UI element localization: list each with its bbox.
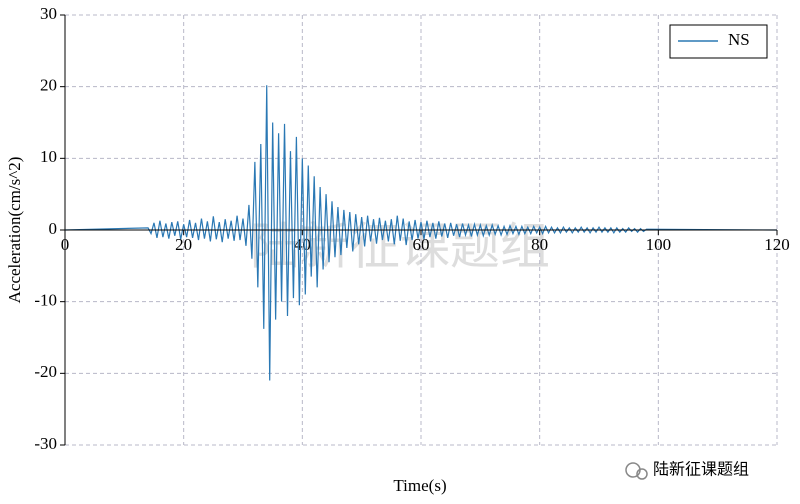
- source-label: 陆新征课题组: [653, 460, 749, 479]
- logo-icon: [636, 468, 648, 480]
- y-tick-label: -20: [34, 362, 57, 381]
- source-logo: 陆新征课题组: [625, 460, 749, 480]
- x-axis-label: Time(s): [393, 476, 446, 495]
- y-tick-label: 10: [40, 147, 57, 166]
- y-tick-label: -10: [34, 291, 57, 310]
- x-tick-label: 20: [175, 235, 192, 254]
- x-tick-label: 60: [413, 235, 430, 254]
- y-tick-label: 30: [40, 4, 57, 23]
- legend-label: NS: [728, 30, 750, 49]
- x-tick-label: 40: [294, 235, 311, 254]
- x-tick-label: 120: [764, 235, 790, 254]
- x-tick-label: 80: [531, 235, 548, 254]
- y-tick-label: -30: [34, 434, 57, 453]
- y-axis-label: Acceleration(cm/s^2): [5, 157, 24, 304]
- x-tick-label: 100: [646, 235, 672, 254]
- y-tick-label: 20: [40, 76, 57, 95]
- y-tick-label: 0: [49, 219, 58, 238]
